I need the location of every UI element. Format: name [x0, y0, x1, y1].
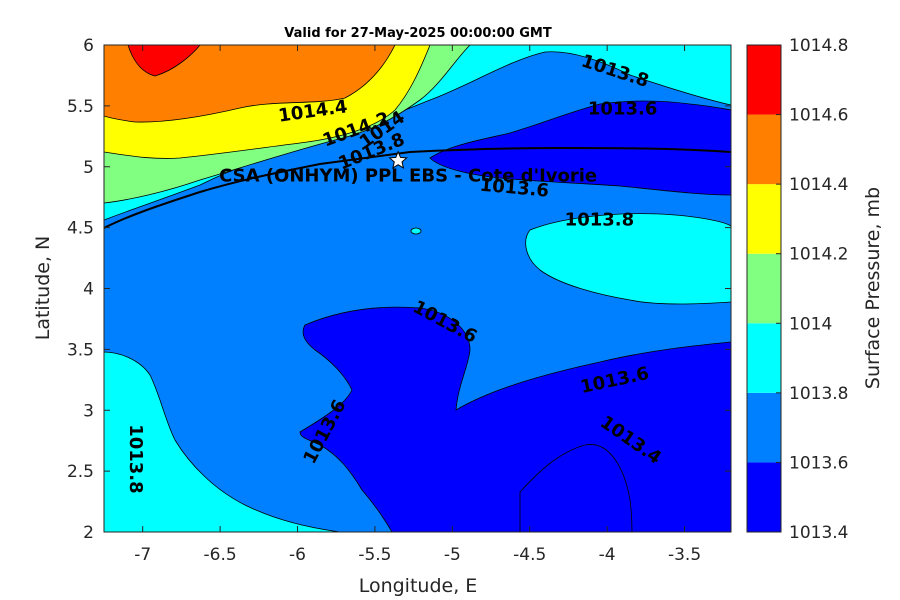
y-axis: 2 2.5 3 3.5 4 4.5 5 5.5 6 [67, 36, 731, 543]
colorbar-label: Surface Pressure, mb [862, 187, 884, 389]
x-tick-label: -3.5 [668, 545, 701, 565]
coastline [103, 146, 732, 229]
colorbar-segment [747, 392, 781, 463]
band-1013.8-west [104, 351, 341, 532]
colorbar-segment [747, 323, 781, 393]
colorbar: 1013.4 1013.6 1013.8 1014 1014.2 1014.4 1014.6… [746, 36, 848, 543]
band-1013.8-east [525, 213, 731, 305]
y-tick-label: 6 [83, 36, 94, 56]
colorbar-tick-label: 1014.2 [789, 245, 848, 265]
x-tick-label: -7 [134, 545, 151, 565]
contour-label: 1013.8 [565, 209, 634, 230]
station-star-icon [388, 150, 408, 169]
x-tick-label: -5 [444, 545, 461, 565]
contour-field [104, 45, 731, 532]
x-axis-label: Longitude, E [359, 575, 478, 597]
y-tick-label: 4 [83, 280, 94, 300]
colorbar-segment [747, 253, 781, 324]
band-1014.6 [127, 45, 201, 77]
x-tick-label: -5.5 [358, 545, 391, 565]
y-tick-label: 5.5 [67, 97, 94, 117]
colorbar-segment [747, 184, 781, 254]
band-1013.8-island [410, 227, 422, 235]
x-tick-label: -6 [289, 545, 306, 565]
chart-title: Valid for 27-May-2025 00:00:00 GMT [284, 26, 552, 41]
colorbar-tick-label: 1014.4 [789, 175, 848, 195]
colorbar-segment [747, 45, 781, 115]
x-tick-label: -4.5 [513, 545, 546, 565]
y-tick-label: 5 [83, 158, 94, 178]
y-tick-label: 2.5 [67, 462, 94, 482]
y-tick-label: 2 [83, 523, 94, 543]
contour-label: 1013.8 [125, 424, 146, 493]
colorbar-frame [746, 44, 782, 533]
x-tick-label: -4 [599, 545, 616, 565]
band-1013.6-south-inner [519, 444, 633, 532]
colorbar-tick-label: 1014 [789, 314, 832, 334]
contour-label: 1013.6 [588, 99, 657, 120]
colorbar-segment [747, 114, 781, 185]
colorbar-tick-label: 1014.8 [789, 36, 848, 56]
colorbar-tick-label: 1013.4 [789, 523, 848, 543]
colorbar-tick-label: 1013.8 [789, 384, 848, 404]
x-axis: -7 -6.5 -6 -5.5 -5 -4.5 -4 -3.5 [134, 45, 701, 565]
x-tick-label: -6.5 [204, 545, 237, 565]
y-tick-label: 3.5 [67, 340, 94, 360]
colorbar-tick-label: 1013.6 [789, 453, 848, 473]
y-tick-label: 3 [83, 401, 94, 421]
colorbar-tick-label: 1014.6 [789, 106, 848, 126]
station-label: CSA (ONHYM) PPL EBS - Cote d'Ivorie [219, 166, 597, 187]
y-axis-label: Latitude, N [32, 236, 54, 341]
station-marker: CSA (ONHYM) PPL EBS - Cote d'Ivorie [219, 150, 597, 187]
colorbar-segment [747, 462, 781, 532]
y-tick-label: 4.5 [67, 219, 94, 239]
